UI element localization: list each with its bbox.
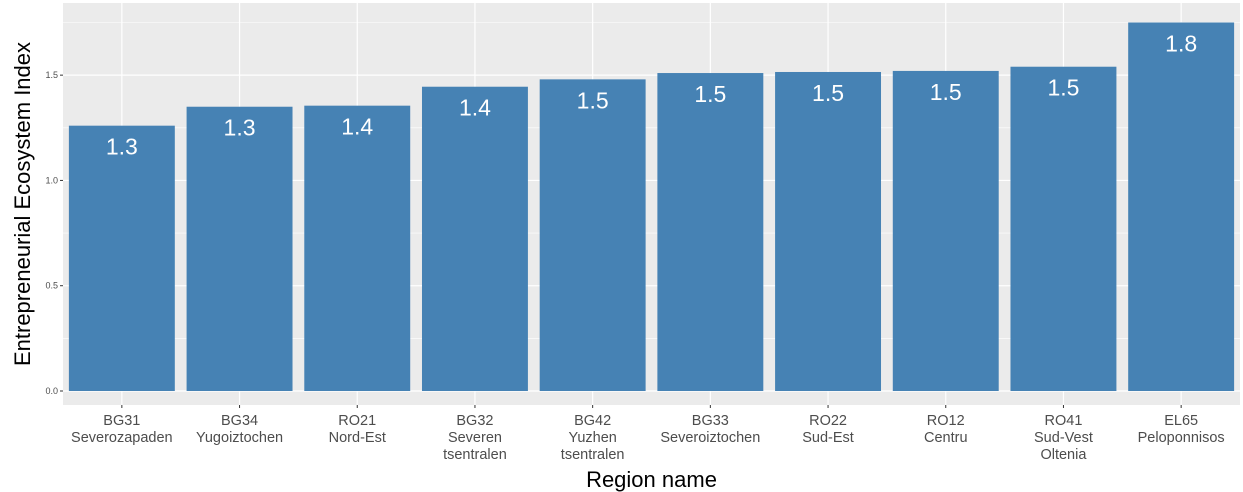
y-tick-label: 0.5 (45, 281, 58, 291)
x-tick-label: BG42 Yuzhen tsentralen (561, 413, 625, 463)
y-axis: 0.0 0.5 1.0 1.5 (45, 70, 63, 396)
bar (657, 73, 764, 391)
bar (304, 105, 411, 391)
x-tick-label: BG31 Severozapaden (71, 413, 173, 446)
y-tick-label: 1.0 (45, 175, 58, 185)
bar (1128, 22, 1235, 391)
x-axis: BG31 Severozapaden BG34 Yugoiztochen RO21 Nor… (71, 405, 1225, 463)
bar-value-label: 1.5 (930, 79, 962, 105)
x-tick-label: RO22 Sud-Est (802, 413, 854, 446)
bar-value-label: 1.8 (1165, 31, 1197, 57)
bar (68, 125, 175, 392)
bar-value-label: 1.5 (1047, 75, 1079, 101)
data-labels: 1.3 1.3 1.4 1.4 1.5 1.5 1.5 1.5 1.5 1.8 (106, 31, 1197, 160)
bar-value-label: 1.5 (694, 81, 726, 107)
x-tick-label: RO12 Centru (924, 413, 968, 446)
bar (892, 70, 999, 391)
bar (539, 79, 646, 392)
bar-value-label: 1.5 (812, 80, 844, 106)
bar (775, 71, 882, 391)
bar-value-label: 1.3 (224, 115, 256, 141)
bar (186, 106, 293, 391)
y-axis-title: Entrepreneurial Ecosystem Index (10, 42, 35, 366)
x-tick-label: EL65 Peloponnisos (1138, 413, 1225, 446)
x-tick-label: RO41 Sud-Vest Oltenia (1034, 413, 1093, 463)
x-axis-title: Region name (586, 467, 717, 492)
bar-value-label: 1.3 (106, 134, 138, 160)
y-tick-label: 1.5 (45, 70, 58, 80)
x-tick-label: BG33 Severoiztochen (660, 413, 760, 446)
y-tick-label: 0.0 (45, 386, 58, 396)
bar-value-label: 1.4 (341, 114, 373, 140)
bar-value-label: 1.5 (577, 87, 609, 113)
bar-value-label: 1.4 (459, 95, 491, 121)
bar (421, 86, 528, 391)
x-tick-label: RO21 Nord-Est (329, 413, 386, 446)
x-tick-label: BG34 Yugoiztochen (196, 413, 283, 446)
x-tick-label: BG32 Severen tsentralen (443, 413, 507, 463)
bar (1010, 66, 1117, 391)
bars (68, 22, 1235, 392)
